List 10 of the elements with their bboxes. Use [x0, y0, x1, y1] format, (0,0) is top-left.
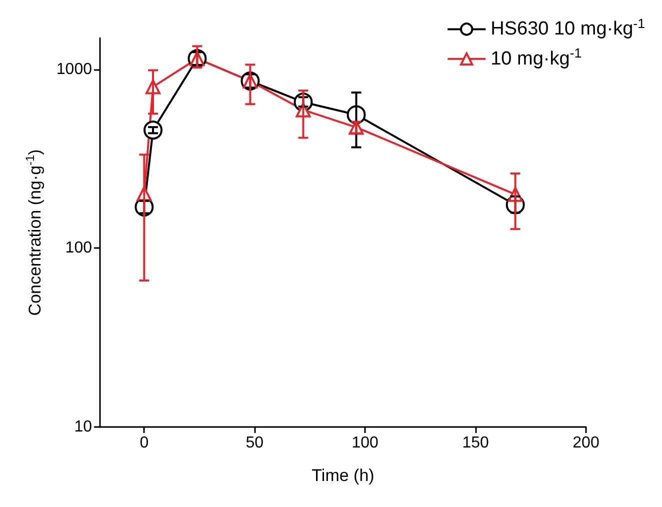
y-tick-label: 10 [74, 418, 92, 436]
y-tick-label: 100 [65, 240, 92, 257]
x-tick-label: 0 [140, 434, 149, 452]
x-axis-title: Time (h) [312, 466, 374, 485]
x-tick-label: 150 [462, 434, 489, 452]
y-axis-title: Concentration (ng·g-1) [22, 149, 44, 316]
x-tick-label: 100 [352, 434, 379, 452]
x-tick-label: 50 [246, 434, 264, 452]
x-tick-label: 200 [572, 434, 600, 452]
y-tick-label: 1000 [56, 60, 92, 78]
